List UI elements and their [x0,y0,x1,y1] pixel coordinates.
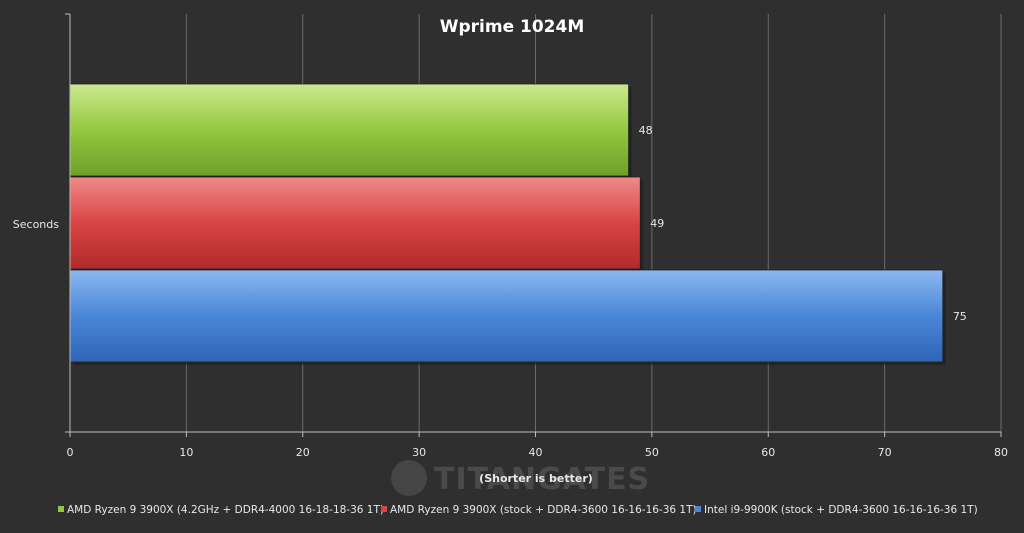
bar-series-2 [69,176,641,270]
data-label: 75 [953,310,967,323]
data-label: 49 [650,217,664,230]
x-tick-label: 80 [994,446,1008,459]
watermark-text: TITANGATES [434,462,650,497]
x-tick-label: 70 [878,446,892,459]
bar-series-1 [69,83,629,177]
x-tick-label: 40 [529,446,543,459]
legend-swatch [58,506,64,512]
x-tick-label: 60 [761,446,775,459]
watermark-logo-icon [391,460,427,496]
x-tick-label: 20 [296,446,310,459]
legend-entry: AMD Ryzen 9 3900X (4.2GHz + DDR4-4000 16… [67,504,384,516]
legend-entry: Intel i9-9900K (stock + DDR4-3600 16-16-… [704,504,978,516]
category-label: Seconds [13,218,59,231]
watermark: TITANGATES [391,460,650,497]
legend-swatch [695,506,701,512]
legend: AMD Ryzen 9 3900X (4.2GHz + DDR4-4000 16… [58,504,978,516]
legend-swatch [381,506,387,512]
chart-title: Wprime 1024M [440,17,585,37]
data-label: 48 [639,124,653,137]
bar-series-3 [69,269,944,363]
x-axis-label: (Shorter is better) [479,472,593,485]
legend-entry: AMD Ryzen 9 3900X (stock + DDR4-3600 16-… [390,504,697,516]
x-tick-label: 50 [645,446,659,459]
x-tick-label: 0 [67,446,74,459]
x-tick-label: 30 [412,446,426,459]
x-tick-label: 10 [179,446,193,459]
